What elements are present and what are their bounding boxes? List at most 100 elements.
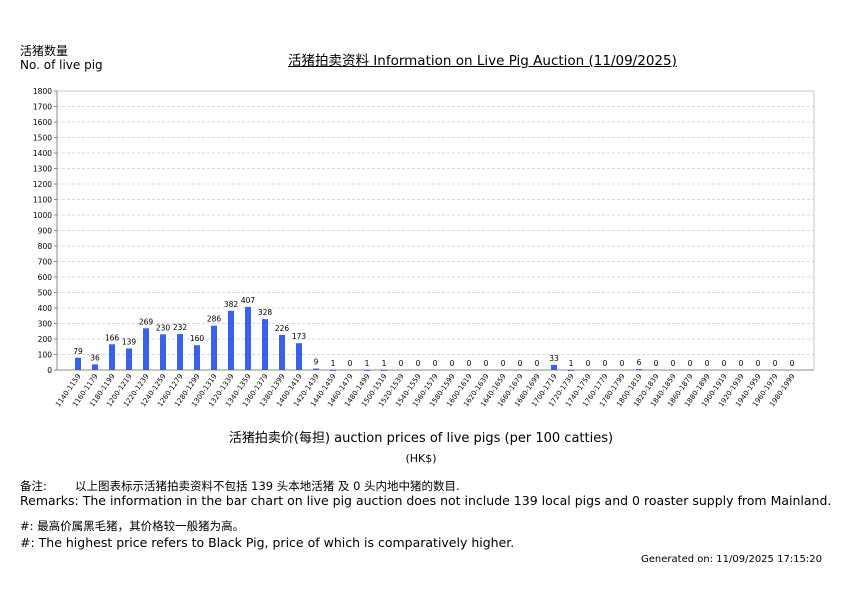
bar-value-label: 1 <box>569 359 574 368</box>
bar-value-label: 0 <box>739 359 744 368</box>
y-tick-label: 400 <box>38 304 53 313</box>
bar-value-label: 0 <box>603 359 608 368</box>
bar <box>262 319 268 370</box>
y-tick-label: 0 <box>47 366 52 375</box>
y-axis-title-en: No. of live pig <box>20 58 103 72</box>
bar-value-label: 286 <box>207 315 222 324</box>
bar <box>551 364 557 370</box>
x-axis-title: 活猪拍卖价(每担) auction prices of live pigs (p… <box>228 431 614 446</box>
bar-value-label: 160 <box>190 334 205 343</box>
bar-value-label: 407 <box>241 296 256 305</box>
bar <box>313 368 319 370</box>
bar-value-label: 0 <box>450 359 455 368</box>
bar <box>177 334 183 370</box>
y-tick-label: 900 <box>38 227 53 236</box>
bar-value-label: 79 <box>73 347 83 356</box>
bar-value-label: 0 <box>688 359 693 368</box>
generated-timestamp: Generated on: 11/09/2025 17:15:20 <box>641 554 822 565</box>
y-tick-label: 1800 <box>33 87 52 96</box>
bar <box>568 369 574 371</box>
y-axis-title-cn: 活猪数量 <box>20 44 69 58</box>
bar-value-label: 0 <box>790 359 795 368</box>
bar <box>75 357 81 370</box>
bar-value-label: 173 <box>292 332 307 341</box>
y-tick-label: 1700 <box>33 103 52 112</box>
note-text-cn: #: 最高价属黑毛猪，其价格较一般猪为高。 <box>20 519 245 533</box>
bar-value-label: 232 <box>173 323 188 332</box>
bar-value-label: 9 <box>314 358 319 367</box>
bar-value-label: 33 <box>549 354 559 363</box>
x-axis-ticks: 1140-11591160-11791180-11991200-12191220… <box>54 373 796 409</box>
bar-chart: 0100200300400500600700800900100011001200… <box>33 87 815 409</box>
remarks-label-cn: 备注: <box>20 479 47 493</box>
grid-lines <box>56 90 815 371</box>
bar-value-label: 0 <box>671 359 676 368</box>
bar-value-label: 139 <box>122 337 137 346</box>
bar-value-label: 269 <box>139 317 154 326</box>
bar <box>279 334 285 370</box>
x-axis-unit: (HK$) <box>405 452 437 465</box>
bar-value-label: 0 <box>654 359 659 368</box>
bar-value-label: 0 <box>501 359 506 368</box>
bar <box>330 369 336 371</box>
bar-value-label: 226 <box>275 324 290 333</box>
y-tick-label: 700 <box>38 258 53 267</box>
bar-value-label: 0 <box>484 359 489 368</box>
y-tick-label: 300 <box>38 320 53 329</box>
bar <box>245 306 251 370</box>
bar-value-label: 0 <box>586 359 591 368</box>
y-tick-label: 800 <box>38 242 53 251</box>
bar <box>194 345 200 370</box>
y-tick-label: 200 <box>38 335 53 344</box>
bar-value-label: 0 <box>518 359 523 368</box>
y-axis-ticks: 0 100 200 300 400 500 600 700 800 900 1000 1100 1200… <box>33 87 57 375</box>
bar <box>228 310 234 370</box>
y-tick-label: 1600 <box>33 118 52 127</box>
bar <box>211 325 217 370</box>
bar-value-label: 0 <box>467 359 472 368</box>
bar-value-label: 0 <box>416 359 421 368</box>
y-tick-label: 1300 <box>33 165 52 174</box>
bar-value-label: 0 <box>705 359 710 368</box>
bar-value-label: 0 <box>399 359 404 368</box>
bar-value-label: 328 <box>258 308 273 317</box>
bar-value-label: 0 <box>433 359 438 368</box>
bar-value-label: 0 <box>348 359 353 368</box>
chart-title: 活猪拍卖资料 Information on Live Pig Auction (… <box>288 53 677 69</box>
bar <box>364 369 370 371</box>
y-tick-label: 1200 <box>33 180 52 189</box>
note-text-en: #: The highest price refers to Black Pig… <box>20 535 515 550</box>
bar-value-label: 230 <box>156 323 171 332</box>
bar <box>109 344 115 370</box>
bar-value-label: 1 <box>365 359 370 368</box>
bar <box>92 364 98 370</box>
bar <box>126 348 132 370</box>
y-tick-label: 1500 <box>33 134 52 143</box>
bar-value-label: 1 <box>382 359 387 368</box>
bar-value-label: 166 <box>105 333 120 342</box>
y-tick-label: 100 <box>38 351 53 360</box>
bar <box>381 369 387 371</box>
bar-value-label: 0 <box>722 359 727 368</box>
bar <box>636 369 642 371</box>
remarks-text-en: Remarks: The information in the bar char… <box>20 493 832 508</box>
bar <box>160 334 166 370</box>
bar-value-label: 36 <box>90 353 100 362</box>
y-tick-label: 1000 <box>33 211 52 220</box>
y-tick-label: 500 <box>38 289 53 298</box>
bar-value-label: 0 <box>535 359 540 368</box>
bar <box>296 343 302 370</box>
y-tick-label: 1400 <box>33 149 52 158</box>
bar-value-label: 1 <box>331 359 336 368</box>
bar-value-label: 382 <box>224 300 239 309</box>
bar-value-label: 0 <box>773 359 778 368</box>
bar-value-label: 0 <box>620 359 625 368</box>
bars <box>75 306 642 371</box>
bar <box>143 328 149 370</box>
y-tick-label: 600 <box>38 273 53 282</box>
remarks-text-cn: 以上图表标示活猪拍卖资料不包括 139 头本地活猪 及 0 头内地中猪的数目. <box>75 479 460 493</box>
bar-value-label: 0 <box>756 359 761 368</box>
bar-value-label: 6 <box>637 358 642 367</box>
y-tick-label: 1100 <box>33 196 52 205</box>
